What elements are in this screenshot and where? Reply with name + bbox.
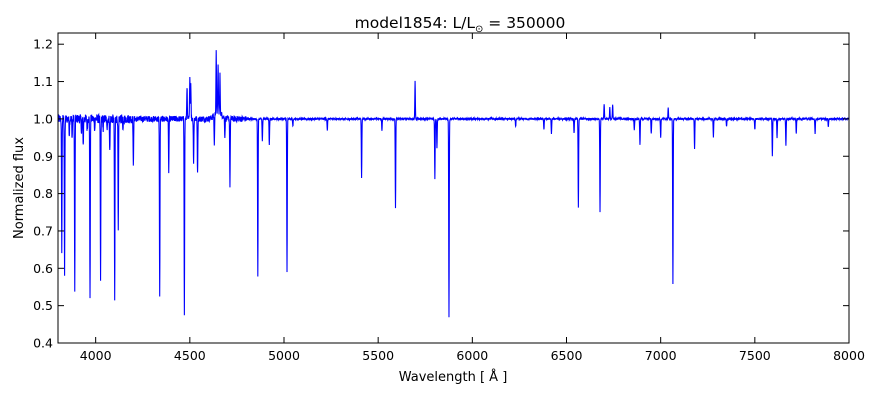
x-tick-label: 7000 <box>645 348 677 363</box>
y-tick-label: 0.5 <box>33 298 53 313</box>
x-tick-label: 4500 <box>174 348 206 363</box>
x-tick-label: 5500 <box>362 348 394 363</box>
chart-title-suffix: = 350000 <box>483 14 565 32</box>
y-tick-label: 0.9 <box>33 149 53 164</box>
y-tick-label: 0.7 <box>33 223 53 238</box>
spectrum-line <box>58 50 849 318</box>
y-tick-label: 0.8 <box>33 186 53 201</box>
y-tick-label: 1.1 <box>33 74 53 89</box>
x-tick-label: 5000 <box>268 348 300 363</box>
x-tick-label: 8000 <box>833 348 865 363</box>
x-tick-label: 4000 <box>80 348 112 363</box>
x-tick-label: 6500 <box>551 348 583 363</box>
x-tick-label: 6000 <box>456 348 488 363</box>
y-tick-label: 0.6 <box>33 261 53 276</box>
y-tick-label: 1.2 <box>33 37 53 52</box>
chart-title: model1854: L/L⊙ = 350000 <box>355 14 566 35</box>
plot-frame <box>57 32 850 344</box>
y-axis-label: Normalized flux <box>12 137 27 239</box>
series-layer <box>58 50 849 318</box>
chart-title-subscript: ⊙ <box>475 24 483 35</box>
x-tick-label: 7500 <box>739 348 771 363</box>
x-axis-label: Wavelength [ Å ] <box>399 369 508 385</box>
y-tick-label: 1.0 <box>33 111 53 126</box>
y-tick-label: 0.4 <box>33 336 53 351</box>
ticks-layer: 4000 4500 5000 5500 6000 6500 7000 7500 8000 0.4 0… <box>33 33 865 363</box>
chart-title-main: model1854: L/L <box>355 14 476 32</box>
